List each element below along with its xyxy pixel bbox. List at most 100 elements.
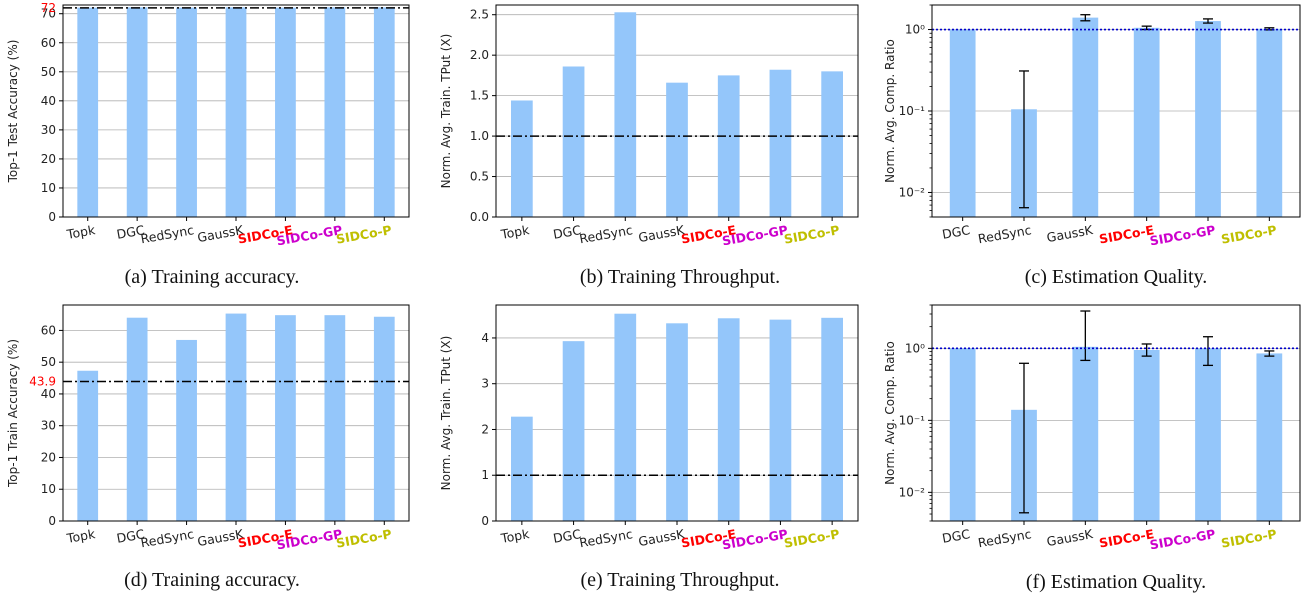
y-tick-label: 0.5 — [470, 170, 489, 184]
bar-sidco-e — [275, 7, 296, 218]
panel-caption: (e) Training Throughput. — [580, 569, 779, 591]
bar-redsync — [614, 313, 637, 521]
bar-redsync — [176, 339, 197, 521]
bar-dgc — [949, 348, 976, 521]
y-tick-label: 60 — [41, 323, 56, 337]
bar-sidco-gp — [769, 319, 792, 521]
bar-gaussk — [225, 313, 247, 521]
bar-gaussk — [1072, 346, 1099, 521]
y-tick-label: 30 — [41, 419, 56, 433]
bar-topk — [510, 100, 533, 217]
x-tick-label: DGC — [115, 526, 145, 546]
bar-sidco-gp — [1195, 348, 1221, 521]
bar-sidco-p — [373, 7, 395, 217]
y-axis-label: Norm. Avg. Comp. Ratio — [883, 341, 897, 485]
plot-frame — [931, 4, 1301, 218]
x-tick-label: DGC — [115, 222, 145, 242]
plot-frame — [495, 4, 859, 218]
bar-dgc — [126, 7, 148, 217]
reference-line-label: 43.9 — [29, 375, 56, 389]
reference-line-label: 72 — [41, 1, 56, 15]
bar-topk — [77, 7, 99, 218]
y-tick-label: 10⁰ — [905, 341, 925, 355]
x-tick-label: GaussK — [637, 526, 686, 549]
bar-redsync — [614, 12, 637, 218]
panel-caption: (b) Training Throughput. — [580, 266, 780, 288]
bar-sidco-gp — [324, 315, 346, 521]
y-tick-label: 4 — [481, 331, 489, 345]
bar-sidco-e — [275, 315, 296, 521]
y-tick-label: 10⁻² — [899, 185, 926, 199]
y-tick-label: 3 — [481, 377, 489, 391]
x-tick-label: DGC — [941, 222, 971, 242]
y-tick-label: 20 — [41, 450, 56, 464]
bar-dgc — [562, 66, 585, 217]
x-tick-label: SIDCo-P — [1220, 222, 1278, 247]
panel-caption: (a) Training accuracy. — [125, 266, 300, 288]
y-tick-label: 1.0 — [470, 129, 489, 143]
y-axis-label: Norm. Avg. Train. TPut (X) — [439, 336, 453, 491]
x-tick-label: RedSync — [578, 222, 634, 246]
bar-dgc — [949, 29, 976, 217]
y-tick-label: 20 — [41, 152, 56, 166]
y-tick-label: 2.5 — [470, 8, 489, 22]
y-tick-label: 0 — [48, 514, 56, 528]
y-tick-label: 50 — [41, 65, 56, 79]
x-tick-label: RedSync — [578, 526, 634, 550]
bar-gaussk — [666, 82, 688, 218]
x-tick-label: SIDCo-P — [335, 526, 393, 551]
y-tick-label: 2.0 — [470, 48, 489, 62]
y-tick-label: 60 — [41, 36, 56, 50]
panel-caption: (d) Training accuracy. — [124, 569, 300, 591]
y-tick-label: 0.0 — [470, 210, 489, 224]
x-tick-label: SIDCo-GP — [1149, 222, 1217, 248]
bar-topk — [77, 370, 99, 521]
panel-caption: (f) Estimation Quality. — [1026, 571, 1206, 593]
bar-gaussk — [1072, 17, 1099, 217]
x-tick-label: Topk — [499, 222, 531, 242]
y-tick-label: 10 — [41, 482, 56, 496]
bar-sidco-p — [373, 316, 395, 521]
y-tick-label: 10⁻² — [899, 485, 926, 499]
y-axis-label: Top-1 Train Accuracy (%) — [6, 339, 20, 488]
y-tick-label: 10 — [41, 181, 56, 195]
bar-gaussk — [225, 7, 247, 217]
plot-frame — [62, 4, 410, 218]
y-tick-label: 2 — [481, 422, 489, 436]
x-tick-label: RedSync — [139, 222, 195, 246]
x-tick-label: Topk — [499, 526, 531, 546]
plot-frame — [931, 304, 1301, 522]
bar-redsync — [176, 7, 197, 218]
bar-gaussk — [666, 323, 688, 521]
plot-frame — [495, 304, 859, 522]
y-tick-label: 50 — [41, 355, 56, 369]
x-tick-label: RedSync — [977, 526, 1033, 550]
y-axis-label: Norm. Avg. Train. TPut (X) — [439, 34, 453, 189]
bar-sidco-p — [821, 317, 844, 521]
y-tick-label: 10⁻¹ — [899, 104, 926, 118]
bar-dgc — [562, 341, 585, 521]
y-tick-label: 0 — [481, 514, 489, 528]
x-tick-label: Topk — [65, 526, 97, 546]
y-tick-label: 1 — [481, 468, 489, 482]
bar-sidco-gp — [324, 7, 346, 217]
x-tick-label: SIDCo-P — [335, 222, 393, 247]
y-tick-label: 0 — [48, 210, 56, 224]
x-tick-label: RedSync — [977, 222, 1033, 246]
y-tick-label: 40 — [41, 94, 56, 108]
x-tick-label: SIDCo-P — [783, 526, 841, 551]
y-axis-label: Top-1 Test Accuracy (%) — [6, 40, 20, 184]
bar-sidco-e — [1133, 27, 1160, 218]
panel-caption: (c) Estimation Quality. — [1025, 266, 1208, 288]
x-tick-label: DGC — [552, 222, 582, 242]
y-tick-label: 10⁻¹ — [899, 413, 926, 427]
x-tick-label: SIDCo-P — [783, 222, 841, 247]
y-tick-label: 30 — [41, 123, 56, 137]
x-tick-label: SIDCo-GP — [1149, 526, 1217, 552]
